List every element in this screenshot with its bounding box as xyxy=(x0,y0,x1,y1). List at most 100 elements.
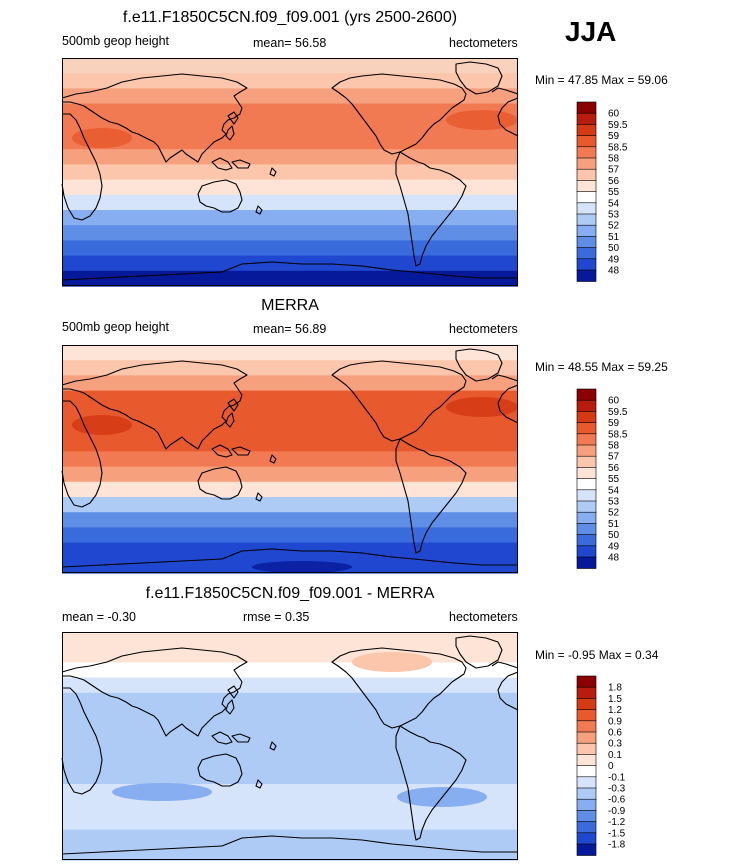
colorbar-box xyxy=(576,124,597,137)
colorbar-box xyxy=(576,478,597,491)
field-band-5 xyxy=(62,134,518,150)
colorbar-tick-label: 0 xyxy=(608,761,614,772)
colorbar-tick-label: 51 xyxy=(608,519,620,530)
colorbar-box xyxy=(576,545,597,558)
colorbar-tick-label: 55 xyxy=(608,187,620,198)
coastline xyxy=(455,61,503,95)
field-band-12 xyxy=(62,814,518,831)
field-band-11 xyxy=(62,799,518,815)
colorbar-box xyxy=(576,698,597,711)
colorbar-tick-label: 0.6 xyxy=(608,728,622,739)
colorbar-box xyxy=(576,523,597,536)
coastline xyxy=(491,374,519,382)
colorbar-box xyxy=(576,821,597,834)
colorbar-tick-label: 54 xyxy=(608,485,620,496)
colorbar-tick-label: 50 xyxy=(608,530,620,541)
colorbar-tick-label: -1.8 xyxy=(608,840,626,851)
coastline xyxy=(227,398,239,412)
colorbar-tick-label: 48 xyxy=(608,553,620,564)
field-band-2 xyxy=(62,662,518,679)
positive-anomaly-patch xyxy=(352,652,432,672)
colorbar-tick-label: 1.5 xyxy=(608,694,622,705)
coastline xyxy=(61,400,103,508)
colorbar-box xyxy=(576,810,597,823)
panel1-minmax-label: Min = 47.85 Max = 59.06 xyxy=(535,73,668,87)
colorbar-box xyxy=(576,832,597,845)
colorbar-tick-label: -0.6 xyxy=(608,795,626,806)
coastline xyxy=(255,205,263,215)
field-band-11 xyxy=(62,512,518,528)
field-band-5 xyxy=(62,708,518,724)
panel3-rmse-label: rmse = 0.35 xyxy=(243,610,310,624)
colorbar-tick-label: 52 xyxy=(608,221,620,232)
coastline xyxy=(497,384,519,424)
field-band-6 xyxy=(62,723,518,739)
colorbar-box xyxy=(576,135,597,148)
map-frame xyxy=(62,345,518,573)
field-band-6 xyxy=(62,149,518,165)
colorbar-box xyxy=(576,776,597,789)
field-band-0 xyxy=(62,58,518,74)
field-band-1 xyxy=(62,73,518,89)
coastline xyxy=(491,87,519,95)
colorbar-tick-label: 58.5 xyxy=(608,142,628,153)
field-band-4 xyxy=(62,405,518,422)
colorbar-box xyxy=(576,534,597,547)
colorbar-box xyxy=(576,411,597,424)
colorbar-tick-label: 58 xyxy=(608,441,620,452)
season-label: JJA xyxy=(565,16,617,47)
field-band-9 xyxy=(62,194,518,211)
colorbar-tick-label: 52 xyxy=(608,508,620,519)
coastline xyxy=(255,779,263,789)
colorbar-box xyxy=(576,388,597,401)
coastline xyxy=(61,845,223,855)
colorbar-box xyxy=(576,709,597,722)
colorbar-tick-label: 56 xyxy=(608,463,620,474)
colorbar-box xyxy=(576,467,597,480)
coastline xyxy=(269,454,277,464)
colorbar-tick-label: 60 xyxy=(608,396,620,407)
field-band-8 xyxy=(62,753,518,770)
coastline xyxy=(61,271,223,281)
panel3-map xyxy=(61,632,519,861)
panel2-minmax-label: Min = 48.55 Max = 59.25 xyxy=(535,360,668,374)
coastline xyxy=(225,699,235,715)
colorbar-box xyxy=(576,247,597,260)
coastline xyxy=(269,741,277,751)
colorbar-box xyxy=(576,269,597,282)
colorbar-box xyxy=(576,236,597,249)
field-band-10 xyxy=(62,497,518,513)
coastline xyxy=(225,412,235,428)
panel2-units-label: hectometers xyxy=(449,322,518,336)
colorbar-box xyxy=(576,202,597,215)
colorbar-box xyxy=(576,213,597,226)
field-band-10 xyxy=(62,210,518,226)
coastline xyxy=(231,446,251,456)
colorbar-box xyxy=(576,258,597,271)
coastline xyxy=(455,348,503,382)
coastline xyxy=(61,647,248,737)
colorbar-tick-label: 53 xyxy=(608,497,620,508)
panel1-units-label: hectometers xyxy=(449,36,518,50)
field-band-3 xyxy=(62,677,518,694)
field-band-12 xyxy=(62,240,518,257)
colorbar-box xyxy=(576,422,597,435)
colorbar-box xyxy=(576,101,597,114)
panel2-map xyxy=(61,345,519,574)
colorbar-tick-label: 50 xyxy=(608,243,620,254)
field-band-2 xyxy=(62,88,518,105)
colorbar-box xyxy=(576,787,597,800)
coastline xyxy=(255,492,263,502)
colorbar-tick-label: 54 xyxy=(608,198,620,209)
coastline xyxy=(61,687,103,795)
field-band-6 xyxy=(62,436,518,452)
panel3-title: f.e11.F1850C5CN.f09_f09.001 - MERRA xyxy=(145,585,435,602)
panel3-units-label: hectometers xyxy=(449,610,518,624)
coastline xyxy=(227,685,239,699)
colorbar-tick-label: 56 xyxy=(608,176,620,187)
coastline xyxy=(61,360,248,450)
coastline xyxy=(491,661,519,669)
colorbar-box xyxy=(576,556,597,569)
coastline xyxy=(61,73,248,163)
coastline xyxy=(221,548,518,566)
